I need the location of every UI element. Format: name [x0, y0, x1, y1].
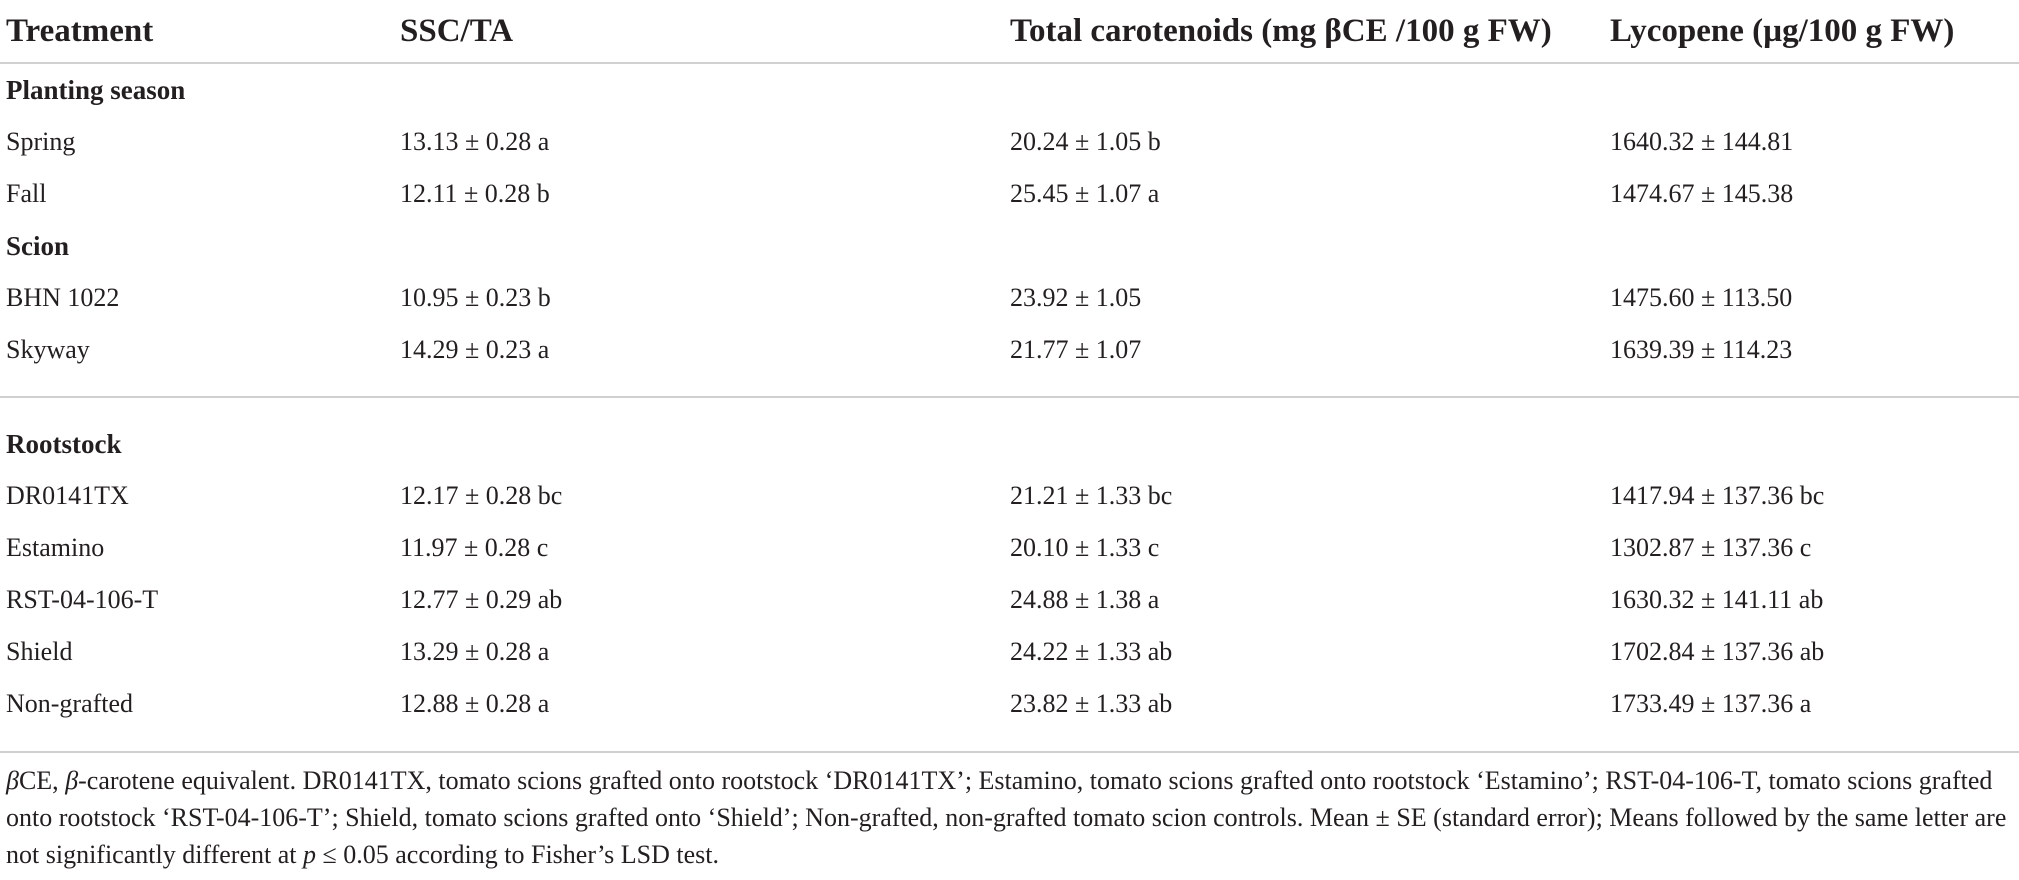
group-label: Scion [6, 230, 70, 261]
carotenoids-cell: 21.21 ± 1.33 bc [1010, 481, 1173, 510]
group-row-planting-season: Planting season [0, 63, 2019, 116]
lycopene-cell: 1302.87 ± 137.36 c [1610, 533, 1812, 562]
ssc-ta-cell: 12.11 ± 0.28 b [400, 179, 550, 208]
treatment-cell: Fall [6, 179, 47, 208]
ssc-ta-cell: 14.29 ± 0.23 a [400, 335, 550, 364]
carotenoids-cell: 23.82 ± 1.33 ab [1010, 689, 1173, 718]
treatment-cell: Skyway [6, 335, 90, 364]
header-row: Treatment SSC/TA Total carotenoids (mg β… [0, 0, 2019, 64]
table-footnote: βCE, β-carotene equivalent. DR0141TX, to… [6, 762, 2014, 873]
treatment-cell: Spring [6, 127, 76, 156]
ssc-ta-cell: 11.97 ± 0.28 c [400, 533, 549, 562]
footnote-text-3: ≤ 0.05 according to Fisher’s LSD test. [316, 840, 720, 869]
ssc-ta-cell: 12.88 ± 0.28 a [400, 689, 550, 718]
table-row: Skyway 14.29 ± 0.23 a 21.77 ± 1.07 1639.… [0, 324, 2019, 376]
header-treatment: Treatment [0, 0, 400, 64]
footnote-text-1: CE, [18, 766, 66, 795]
treatment-cell: DR0141TX [6, 481, 129, 510]
carotenoids-cell: 21.77 ± 1.07 [1010, 335, 1142, 364]
footnote-text-2: -carotene equivalent. DR0141TX, tomato s… [6, 766, 2007, 869]
p-symbol: p [303, 840, 316, 869]
lycopene-cell: 1475.60 ± 113.50 [1610, 283, 1793, 312]
header-total-carotenoids: Total carotenoids (mg βCE /100 g FW) [1010, 0, 1610, 64]
carotenoids-cell: 20.24 ± 1.05 b [1010, 127, 1161, 156]
ssc-ta-cell: 12.17 ± 0.28 bc [400, 481, 563, 510]
treatment-cell: Non-grafted [6, 689, 134, 718]
treatment-cell: RST-04-106-T [6, 585, 159, 614]
beta-symbol: β [65, 766, 79, 795]
spacer-row [0, 376, 2019, 397]
table-row: Fall 12.11 ± 0.28 b 25.45 ± 1.07 a 1474.… [0, 168, 2019, 220]
lycopene-cell: 1417.94 ± 137.36 bc [1610, 481, 1825, 510]
results-table: Treatment SSC/TA Total carotenoids (mg β… [0, 0, 2019, 730]
group-row-rootstock: Rootstock [0, 418, 2019, 470]
carotenoids-cell: 25.45 ± 1.07 a [1010, 179, 1160, 208]
header-ssc-ta: SSC/TA [400, 0, 1010, 64]
table-row: Estamino 11.97 ± 0.28 c 20.10 ± 1.33 c 1… [0, 522, 2019, 574]
group-row-scion: Scion [0, 220, 2019, 272]
ssc-ta-cell: 13.13 ± 0.28 a [400, 127, 550, 156]
group-label: Planting season [6, 74, 186, 105]
table-row: BHN 1022 10.95 ± 0.23 b 23.92 ± 1.05 147… [0, 272, 2019, 324]
lycopene-cell: 1702.84 ± 137.36 ab [1610, 637, 1825, 666]
lycopene-cell: 1639.39 ± 114.23 [1610, 335, 1793, 364]
table-row: Shield 13.29 ± 0.28 a 24.22 ± 1.33 ab 17… [0, 626, 2019, 678]
spacer-row [0, 398, 2019, 418]
carotenoids-cell: 24.22 ± 1.33 ab [1010, 637, 1173, 666]
lycopene-cell: 1733.49 ± 137.36 a [1610, 689, 1812, 718]
header-lycopene: Lycopene (µg/100 g FW) [1610, 0, 2019, 64]
ssc-ta-cell: 12.77 ± 0.29 ab [400, 585, 563, 614]
ssc-ta-cell: 10.95 ± 0.23 b [400, 283, 551, 312]
treatment-cell: BHN 1022 [6, 283, 120, 312]
lycopene-cell: 1630.32 ± 141.11 ab [1610, 585, 1824, 614]
group-label: Rootstock [6, 428, 122, 459]
table-row: Spring 13.13 ± 0.28 a 20.24 ± 1.05 b 164… [0, 116, 2019, 168]
treatment-cell: Estamino [6, 533, 105, 562]
table-row: Non-grafted 12.88 ± 0.28 a 23.82 ± 1.33 … [0, 678, 2019, 730]
beta-symbol: β [6, 766, 19, 795]
treatment-cell: Shield [6, 637, 73, 666]
carotenoids-cell: 20.10 ± 1.33 c [1010, 533, 1160, 562]
table-bottom-rule [0, 751, 2019, 753]
carotenoids-cell: 24.88 ± 1.38 a [1010, 585, 1160, 614]
ssc-ta-cell: 13.29 ± 0.28 a [400, 637, 550, 666]
lycopene-cell: 1640.32 ± 144.81 [1610, 127, 1794, 156]
carotenoids-cell: 23.92 ± 1.05 [1010, 283, 1142, 312]
table-row: DR0141TX 12.17 ± 0.28 bc 21.21 ± 1.33 bc… [0, 470, 2019, 522]
lycopene-cell: 1474.67 ± 145.38 [1610, 179, 1794, 208]
table-row: RST-04-106-T 12.77 ± 0.29 ab 24.88 ± 1.3… [0, 574, 2019, 626]
